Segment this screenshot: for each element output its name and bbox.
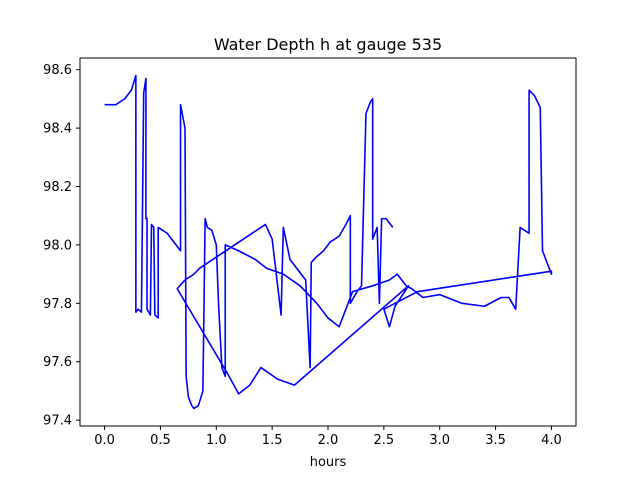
- x-tick-label: 3.0: [429, 433, 450, 448]
- x-tick-label: 3.5: [485, 433, 506, 448]
- y-tick-label: 98.0: [43, 238, 72, 253]
- y-tick-label: 97.8: [43, 297, 72, 312]
- x-tick-label: 4.0: [541, 433, 562, 448]
- chart-title: Water Depth h at gauge 535: [214, 35, 442, 54]
- x-tick-label: 1.0: [206, 433, 227, 448]
- x-axis-title: hours: [310, 455, 347, 470]
- plot-area-frame: [79, 57, 577, 427]
- y-tick-label: 97.4: [43, 414, 72, 429]
- y-tick-label: 98.2: [43, 180, 72, 195]
- x-tick-label: 2.5: [374, 433, 395, 448]
- x-axis-ticks: 0.0 0.5 1.0 1.5 2.0 2.5 3.0 3.5 4.0: [94, 426, 562, 448]
- x-tick-label: 0.0: [94, 433, 115, 448]
- y-axis-ticks: 97.4 97.6 97.8 98.0 98.2 98.4 98.6: [43, 63, 80, 429]
- series-line: [104, 74, 553, 410]
- plot-series-group: [104, 74, 553, 410]
- x-tick-label: 1.5: [262, 433, 283, 448]
- x-tick-label: 0.5: [150, 433, 171, 448]
- x-tick-label: 2.0: [318, 433, 339, 448]
- y-tick-label: 98.4: [43, 122, 72, 137]
- y-tick-label: 97.6: [43, 355, 72, 370]
- y-tick-label: 98.6: [43, 63, 72, 78]
